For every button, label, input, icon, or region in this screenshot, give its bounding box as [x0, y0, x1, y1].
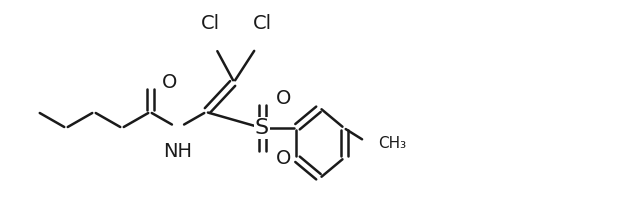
Text: Cl: Cl: [252, 14, 271, 33]
Text: S: S: [255, 118, 269, 138]
Text: O: O: [162, 73, 177, 92]
Text: O: O: [276, 149, 291, 167]
Text: Cl: Cl: [200, 14, 220, 33]
Text: NH: NH: [163, 142, 193, 161]
Text: O: O: [276, 88, 291, 108]
Text: CH₃: CH₃: [378, 135, 406, 151]
